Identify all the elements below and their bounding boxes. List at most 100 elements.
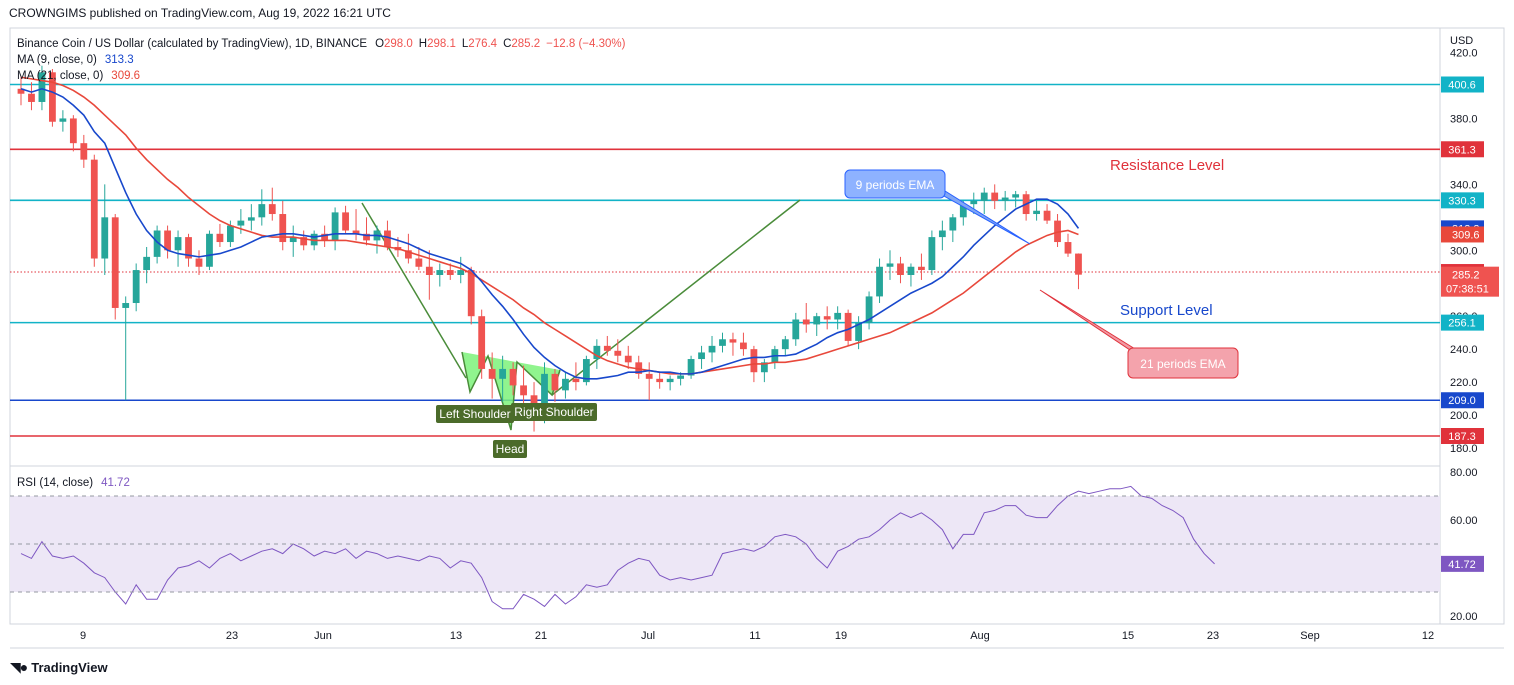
candle bbox=[844, 309, 852, 346]
head-tag bbox=[493, 440, 527, 458]
candle bbox=[855, 316, 862, 350]
candle bbox=[185, 233, 192, 267]
candle bbox=[635, 355, 643, 379]
candle bbox=[206, 230, 213, 271]
axis-layer: 420.0380.0340.0300.0260.0240.0220.0200.0… bbox=[80, 48, 1499, 642]
candle-body bbox=[227, 225, 234, 243]
time-tick-label: Sep bbox=[1300, 630, 1320, 642]
candle bbox=[132, 263, 140, 312]
candle bbox=[415, 246, 423, 271]
candle bbox=[760, 359, 768, 383]
candle bbox=[1033, 200, 1040, 221]
time-tick-label: Aug bbox=[970, 630, 990, 642]
candle bbox=[813, 312, 821, 336]
candle-body bbox=[635, 362, 643, 374]
head-tag-label: Head bbox=[496, 442, 525, 456]
candle-body bbox=[865, 296, 873, 323]
candle bbox=[164, 225, 171, 259]
candle-body bbox=[886, 263, 894, 267]
candle bbox=[781, 335, 789, 356]
price-tag bbox=[1441, 226, 1484, 243]
candle-body bbox=[111, 217, 119, 308]
rsi-line bbox=[20, 485, 1215, 610]
annotations-layer: Resistance Level Support Level 9 periods E… bbox=[436, 157, 1239, 458]
candle bbox=[698, 345, 705, 369]
candle-body bbox=[520, 385, 527, 396]
level-tag bbox=[1441, 141, 1484, 158]
candle bbox=[436, 263, 444, 287]
candle bbox=[1001, 190, 1009, 211]
candle bbox=[520, 365, 527, 407]
candle-body bbox=[677, 375, 685, 379]
candle-body bbox=[959, 204, 967, 218]
time-tick-label: 19 bbox=[835, 630, 847, 642]
candle-body bbox=[760, 362, 768, 373]
candle-body bbox=[802, 319, 810, 325]
time-tick-label: Jul bbox=[641, 630, 655, 642]
candle bbox=[865, 291, 873, 330]
downtrend-line bbox=[361, 202, 467, 379]
ema21-callout-pointer bbox=[1039, 289, 1141, 353]
rsi-tick-label: 60.00 bbox=[1450, 515, 1478, 527]
rsi-tick-label: 80.00 bbox=[1450, 467, 1478, 479]
candle bbox=[17, 77, 25, 106]
candle-body bbox=[90, 159, 98, 259]
head-shoulders-fill bbox=[462, 352, 560, 430]
candle-body bbox=[844, 312, 852, 341]
candle-body bbox=[28, 93, 35, 102]
candle-body bbox=[1043, 210, 1051, 221]
candle-body bbox=[603, 345, 611, 351]
candle bbox=[446, 263, 454, 280]
candle bbox=[938, 220, 946, 251]
countdown-label: 07:38:51 bbox=[1446, 284, 1489, 296]
candle-body bbox=[321, 233, 329, 241]
candle bbox=[352, 209, 360, 241]
price-tick-label: 220.0 bbox=[1450, 377, 1478, 389]
candle bbox=[792, 312, 800, 346]
candle bbox=[342, 205, 349, 234]
candle bbox=[101, 184, 109, 275]
candle bbox=[1054, 214, 1061, 247]
candle bbox=[1043, 204, 1051, 224]
candle bbox=[614, 339, 622, 363]
tradingview-brand[interactable]: ◥● TradingView bbox=[10, 659, 108, 675]
candle-body bbox=[980, 192, 988, 201]
price-tag bbox=[1441, 266, 1499, 297]
time-tick-label: Jun bbox=[314, 630, 332, 642]
published-line: CROWNGIMS published on TradingView.com, … bbox=[9, 6, 391, 20]
candle-body bbox=[834, 312, 842, 320]
candle-body bbox=[551, 373, 559, 391]
candle-body bbox=[352, 230, 360, 234]
candle-body bbox=[1075, 253, 1082, 275]
candle bbox=[771, 345, 779, 369]
level-tag-label: 361.3 bbox=[1448, 144, 1476, 156]
candle-body bbox=[331, 212, 339, 241]
time-tick-label: 21 bbox=[535, 630, 547, 642]
candle-body bbox=[729, 339, 737, 343]
candle-body bbox=[436, 270, 444, 275]
legend-line-1: Binance Coin / US Dollar (calculated by … bbox=[17, 38, 626, 50]
candle-body bbox=[363, 233, 370, 241]
candle bbox=[593, 339, 601, 369]
uptrend-line bbox=[551, 199, 801, 396]
level-tag bbox=[1441, 428, 1484, 444]
level-tag-label: 187.3 bbox=[1448, 431, 1476, 443]
candle bbox=[1012, 190, 1020, 208]
price-tick-label: 200.0 bbox=[1450, 410, 1478, 422]
candle-body bbox=[970, 200, 978, 205]
candle-body bbox=[216, 233, 224, 243]
candle bbox=[991, 184, 999, 210]
candle-body bbox=[404, 250, 412, 259]
candle bbox=[687, 355, 695, 379]
candles-layer bbox=[17, 65, 1082, 432]
candle bbox=[624, 345, 632, 369]
candle-body bbox=[750, 349, 758, 373]
legend-ma21: MA (21, close, 0) 309.6 bbox=[17, 70, 140, 82]
candle bbox=[740, 332, 747, 356]
candle-body bbox=[488, 368, 496, 379]
candle-body bbox=[478, 316, 486, 369]
candle-body bbox=[792, 319, 800, 340]
level-tag-label: 256.1 bbox=[1448, 318, 1476, 330]
candle-body bbox=[132, 270, 140, 304]
